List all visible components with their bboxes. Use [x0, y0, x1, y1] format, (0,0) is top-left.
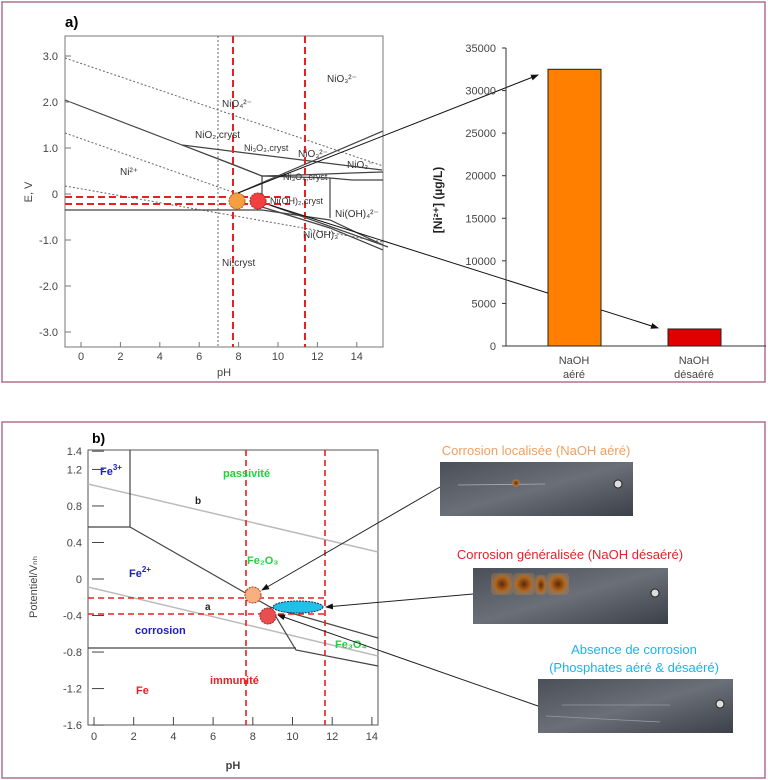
- arrow: [237, 74, 539, 194]
- naoh-aere-marker: [228, 192, 246, 210]
- y-tick-label: -0.8: [63, 647, 82, 659]
- x-tick-label: 6: [196, 351, 202, 363]
- x-tick-label: aéré: [563, 369, 585, 381]
- y-tick-label: 20000: [465, 171, 496, 183]
- y-tick-label: 1.2: [67, 464, 82, 476]
- y-axis-label: Potentiel/Vₙₕ: [28, 556, 40, 618]
- photo-caption-localisee: Corrosion localisée (NaOH aéré): [442, 443, 631, 458]
- y-tick-label: 0: [490, 341, 496, 353]
- arrow: [261, 486, 441, 591]
- x-tick-label: 4: [170, 731, 176, 743]
- naoh-aere-marker: [244, 586, 262, 604]
- x-axis-label: pH: [217, 367, 231, 379]
- x-tick-label: 12: [326, 731, 338, 743]
- y-tick-label: 35000: [465, 43, 496, 55]
- region-label: NiO₃²⁻: [327, 74, 357, 85]
- panel-a-label: a): [65, 14, 78, 31]
- naoh-desaere-marker: [249, 192, 267, 210]
- y-tick-label: -1.6: [63, 720, 82, 732]
- region-fe2: Fe2+: [129, 565, 151, 580]
- x-tick-label: 4: [157, 351, 163, 363]
- y-tick-label: 2.0: [43, 97, 58, 109]
- region-label: Ni(OH)₂,cryst: [270, 196, 323, 206]
- x-tick-label: 0: [91, 731, 97, 743]
- x-tick-label: 10: [286, 731, 298, 743]
- photo-caption-phosphates: (Phosphates aéré & désaéré): [549, 660, 719, 675]
- panel-a-border: [1, 1, 766, 383]
- y-tick-label: 25000: [465, 128, 496, 140]
- x-tick-label: 6: [210, 731, 216, 743]
- x-tick-label: 10: [272, 351, 284, 363]
- y-tick-label: -3.0: [39, 327, 58, 339]
- panel-b-label: b): [92, 430, 105, 446]
- photo-sample-phosphates: [538, 679, 733, 733]
- region-fe3o4: Fe₃O₄: [335, 639, 367, 651]
- region-label: Ni₃O₃,cryst: [244, 143, 289, 153]
- y-tick-label: -2.0: [39, 281, 58, 293]
- photo-sample-naoh-desaere: [473, 568, 668, 624]
- region-fe2o3: Fe₂O₃: [247, 555, 278, 567]
- bar-2: [667, 328, 722, 347]
- y-tick-label: 10000: [465, 256, 496, 268]
- y-tick-label: 0: [52, 189, 58, 201]
- arrow: [325, 593, 474, 610]
- photo-caption-generalisee: Corrosion généralisée (NaOH désaéré): [457, 547, 683, 562]
- line-label-a: a: [205, 602, 211, 613]
- panel-b-border: [1, 421, 766, 779]
- y-tick-label: 1.4: [67, 446, 82, 458]
- region-label: Ni(OH)₄²⁻: [335, 209, 379, 220]
- y-tick-label: 0.8: [67, 501, 82, 513]
- region-passivite: passivité: [223, 468, 270, 480]
- x-tick-label: 8: [250, 731, 256, 743]
- line-label-b: b: [195, 496, 201, 507]
- naoh-desaere-marker: [259, 607, 277, 625]
- region-label: Ni(OH)₃⁻: [303, 230, 343, 241]
- y-tick-label: -1.0: [39, 235, 58, 247]
- y-tick-label: 0.4: [67, 537, 82, 549]
- region-label: NiO₄²⁻: [222, 99, 252, 110]
- y-tick-label: 30000: [465, 86, 496, 98]
- y-tick-label: 15000: [465, 213, 496, 225]
- region-label: NiO₂⁻: [347, 160, 373, 171]
- bar-1: [547, 68, 602, 347]
- fe-pourbaix-diagram: Fe3+ Fe2+ passivité Fe₂O₃ Fe₃O₄ corrosio…: [28, 446, 379, 772]
- x-axis-label: pH: [226, 760, 241, 772]
- x-tick-label: 2: [117, 351, 123, 363]
- y-tick-label: -1.2: [63, 684, 82, 696]
- region-corrosion: corrosion: [135, 625, 186, 637]
- y-tick-label: -0.4: [63, 611, 82, 623]
- region-label: Ni,cryst: [222, 258, 256, 269]
- x-tick-label: 0: [78, 351, 84, 363]
- y-tick-label: 3.0: [43, 51, 58, 63]
- y-tick-label: 1.0: [43, 143, 58, 155]
- x-tick-label: 2: [131, 731, 137, 743]
- region-immunite: immunité: [210, 675, 259, 687]
- x-tick-label: NaOH: [679, 355, 710, 367]
- phosphates-marker: [272, 600, 324, 614]
- y-axis-label: [Ni²⁺] (µg/L): [431, 167, 445, 234]
- region-label: NiO₂,cryst: [195, 130, 240, 141]
- y-tick-label: 0: [76, 574, 82, 586]
- ni-concentration-bar-chart: 0 5000 10000 15000 20000 25000 30000 35000 NaOH…: [431, 43, 766, 381]
- x-tick-label: 12: [311, 351, 323, 363]
- ni-pourbaix-diagram: NiO₃²⁻ NiO₄²⁻ NiO₂,cryst Ni₃O₃,cryst NiO…: [23, 35, 389, 379]
- arrow: [277, 614, 539, 707]
- x-tick-label: 14: [351, 351, 363, 363]
- photo-caption-absence: Absence de corrosion: [571, 642, 697, 657]
- x-tick-label: NaOH: [559, 355, 590, 367]
- region-label: Ni²⁺: [120, 167, 138, 178]
- photo-sample-naoh-aere: [440, 462, 633, 516]
- x-tick-label: 14: [366, 731, 378, 743]
- x-tick-label: 8: [236, 351, 242, 363]
- region-label: NiO₃²⁻: [298, 149, 328, 160]
- region-fe: Fe: [136, 685, 149, 697]
- region-label: Ni₃O₄,cryst: [283, 172, 328, 182]
- y-tick-label: 5000: [472, 298, 496, 310]
- y-axis-label: E, V: [23, 181, 35, 202]
- x-tick-label: désaéré: [674, 369, 714, 381]
